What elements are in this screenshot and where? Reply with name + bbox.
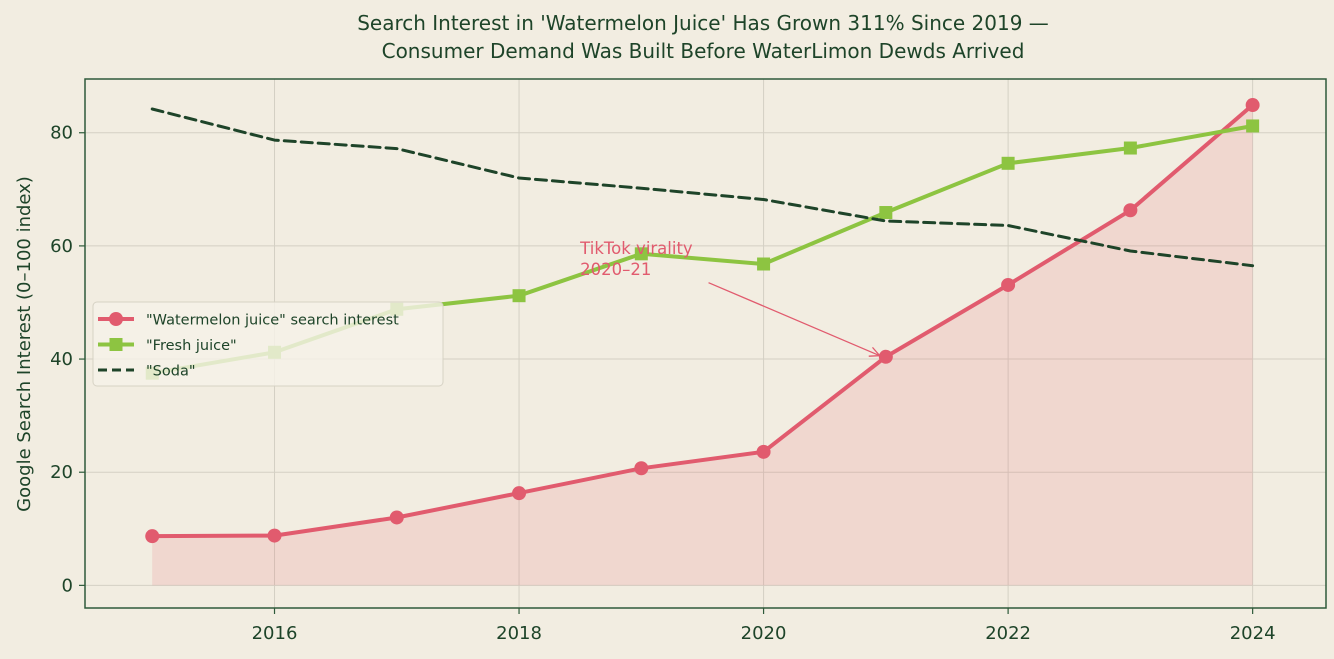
legend-marker [109, 338, 123, 351]
chart-title: Search Interest in 'Watermelon Juice' Ha… [357, 11, 1049, 35]
data-point [512, 486, 527, 501]
data-point [1123, 203, 1138, 218]
y-tick-label: 60 [50, 236, 73, 257]
annotation-arrow [708, 282, 880, 357]
y-tick-label: 0 [62, 575, 73, 596]
y-axis-ticks: 0 20 40 60 80 [50, 123, 85, 596]
data-point [878, 349, 893, 364]
plot-frame [84, 78, 1327, 609]
legend-label: "Fresh juice" [146, 338, 237, 354]
legend-label: "Watermelon juice" search interest [146, 313, 399, 329]
annotation-text: 2020–21 [580, 260, 651, 279]
x-tick-label: 2020 [741, 623, 787, 644]
legend: "Watermelon juice" search interest "Fresh… [92, 301, 444, 387]
legend-box [92, 301, 444, 387]
y-axis-label: Google Search Interest (0–100 index) [14, 176, 35, 512]
annotation-arrowhead [868, 346, 882, 357]
area-fill-layer [152, 105, 1253, 586]
annotation-layer: TikTok virality 2020–21 [579, 239, 882, 357]
data-point [145, 529, 160, 544]
y-tick-label: 80 [50, 123, 73, 144]
x-tick-label: 2024 [1230, 623, 1276, 644]
data-point [1001, 277, 1016, 292]
y-tick-label: 40 [50, 349, 73, 370]
x-axis-ticks: 2016 2018 2020 2022 2024 [252, 608, 1276, 644]
data-point [1246, 119, 1260, 133]
data-point [757, 257, 771, 271]
data-point [267, 528, 282, 543]
data-point [634, 247, 648, 261]
series-line [150, 103, 1255, 539]
data-point [879, 206, 893, 220]
x-tick-label: 2016 [252, 623, 298, 644]
annotation-text: TikTok virality [579, 239, 693, 258]
legend-label: "Soda" [146, 364, 196, 380]
x-tick-label: 2018 [496, 623, 542, 644]
data-point [1245, 98, 1260, 113]
data-point [389, 510, 404, 525]
y-tick-label: 20 [50, 462, 73, 483]
data-point [634, 461, 649, 476]
legend-marker [109, 312, 123, 326]
series-line [150, 107, 1255, 268]
data-point [1123, 141, 1137, 155]
series-area-fill [152, 105, 1253, 586]
chart-subtitle: Consumer Demand Was Built Before WaterLi… [382, 39, 1025, 63]
data-point [1001, 156, 1015, 170]
data-point [756, 444, 771, 459]
data-point [512, 289, 526, 303]
x-tick-label: 2022 [985, 623, 1031, 644]
